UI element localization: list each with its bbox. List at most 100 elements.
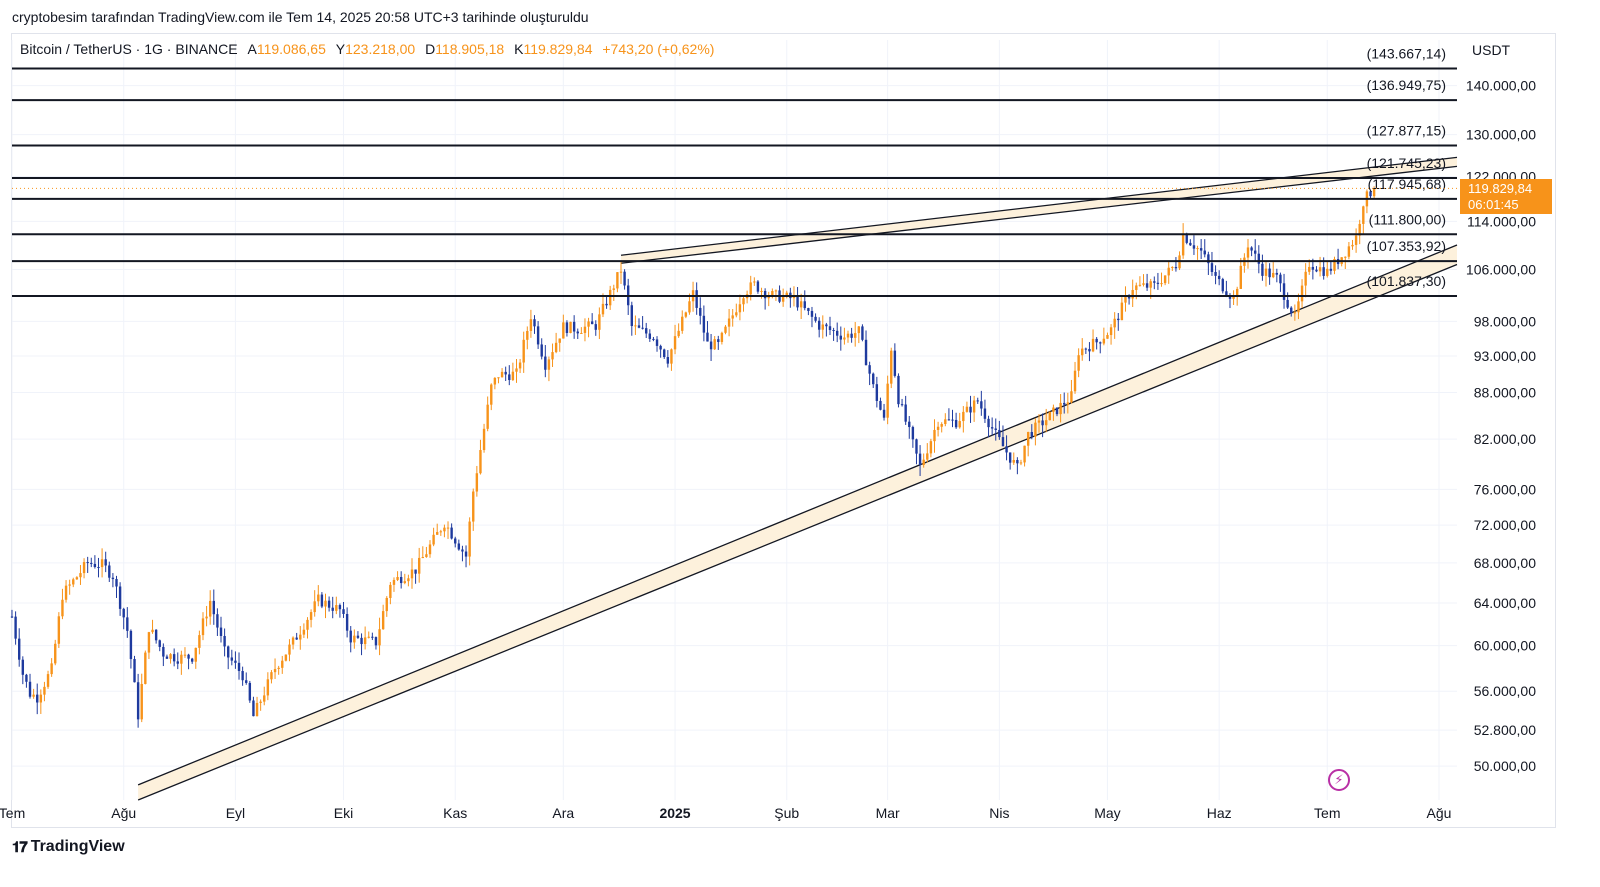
candle-up[interactable] bbox=[1232, 290, 1235, 305]
candle-down[interactable] bbox=[1257, 245, 1261, 274]
candle-up[interactable] bbox=[933, 419, 936, 453]
candle-up[interactable] bbox=[821, 315, 824, 339]
candle-up[interactable] bbox=[302, 623, 306, 638]
candle-up[interactable] bbox=[255, 696, 259, 717]
candle-down[interactable] bbox=[533, 315, 536, 334]
candle-down[interactable] bbox=[227, 645, 230, 670]
candle-up[interactable] bbox=[100, 548, 104, 578]
candle-down[interactable] bbox=[1207, 251, 1210, 275]
candle-down[interactable] bbox=[118, 582, 122, 616]
candle-down[interactable] bbox=[709, 333, 713, 361]
candle-up[interactable] bbox=[720, 331, 724, 345]
candle-down[interactable] bbox=[864, 330, 868, 366]
candle-down[interactable] bbox=[623, 269, 626, 290]
candle-up[interactable] bbox=[1120, 297, 1124, 321]
candle-up[interactable] bbox=[1026, 431, 1030, 457]
candle-down[interactable] bbox=[911, 425, 915, 448]
candle-up[interactable] bbox=[151, 619, 154, 634]
candle-down[interactable] bbox=[97, 557, 100, 578]
candle-up[interactable] bbox=[299, 626, 302, 650]
candle-down[interactable] bbox=[1030, 424, 1033, 440]
candle-down[interactable] bbox=[810, 306, 814, 328]
candle-up[interactable] bbox=[208, 590, 212, 625]
candle-up[interactable] bbox=[554, 332, 558, 354]
candle-up[interactable] bbox=[378, 617, 381, 656]
candle-up[interactable] bbox=[1048, 411, 1052, 421]
candle-up[interactable] bbox=[547, 356, 551, 382]
candle-up[interactable] bbox=[39, 689, 43, 714]
candle-down[interactable] bbox=[190, 657, 194, 664]
candle-down[interactable] bbox=[356, 631, 360, 639]
candle-down[interactable] bbox=[216, 608, 219, 636]
support-channel-upper[interactable] bbox=[137, 244, 1458, 786]
candle-down[interactable] bbox=[28, 673, 32, 699]
candle-up[interactable] bbox=[201, 612, 205, 641]
candle-up[interactable] bbox=[1106, 332, 1109, 339]
candle-down[interactable] bbox=[666, 350, 670, 368]
candle-down[interactable] bbox=[295, 632, 298, 640]
candle-down[interactable] bbox=[450, 523, 453, 540]
candle-down[interactable] bbox=[176, 652, 179, 670]
candle-up[interactable] bbox=[972, 395, 976, 422]
tradingview-footer[interactable]: 𝟏𝟕 TradingView bbox=[12, 838, 125, 856]
candle-up[interactable] bbox=[335, 596, 338, 615]
candle-down[interactable] bbox=[234, 651, 237, 669]
candle-down[interactable] bbox=[875, 376, 879, 408]
candle-down[interactable] bbox=[1008, 452, 1012, 470]
candle-down[interactable] bbox=[1225, 280, 1228, 298]
candle-down[interactable] bbox=[590, 313, 594, 325]
candle-down[interactable] bbox=[457, 539, 461, 551]
candle-down[interactable] bbox=[803, 290, 806, 311]
candle-down[interactable] bbox=[1261, 254, 1264, 281]
candle-down[interactable] bbox=[461, 545, 464, 562]
candle-down[interactable] bbox=[879, 397, 882, 411]
candle-up[interactable] bbox=[1070, 379, 1073, 404]
candle-up[interactable] bbox=[353, 629, 356, 649]
candle-down[interactable] bbox=[237, 652, 241, 680]
candle-down[interactable] bbox=[605, 295, 608, 309]
candle-up[interactable] bbox=[486, 396, 489, 432]
candle-up[interactable] bbox=[522, 331, 525, 373]
candle-down[interactable] bbox=[136, 673, 140, 728]
candle-up[interactable] bbox=[500, 368, 504, 378]
candle-up[interactable] bbox=[1354, 228, 1358, 253]
candle-up[interactable] bbox=[1372, 186, 1376, 199]
candle-up[interactable] bbox=[389, 582, 392, 605]
candle-up[interactable] bbox=[490, 383, 493, 411]
candle-up[interactable] bbox=[767, 291, 770, 307]
candle-up[interactable] bbox=[1081, 338, 1084, 361]
candle-up[interactable] bbox=[1102, 327, 1106, 346]
candle-down[interactable] bbox=[10, 609, 14, 618]
candle-up[interactable] bbox=[926, 443, 929, 463]
candle-down[interactable] bbox=[699, 297, 702, 325]
candle-up[interactable] bbox=[742, 295, 745, 312]
candle-down[interactable] bbox=[360, 633, 363, 656]
candle-up[interactable] bbox=[205, 605, 208, 627]
candle-down[interactable] bbox=[331, 596, 334, 619]
candle-up[interactable] bbox=[587, 317, 590, 338]
candle-down[interactable] bbox=[648, 329, 652, 342]
candle-down[interactable] bbox=[796, 287, 799, 311]
candle-down[interactable] bbox=[1217, 270, 1221, 286]
candle-up[interactable] bbox=[518, 358, 522, 374]
candle-down[interactable] bbox=[990, 417, 994, 436]
candle-up[interactable] bbox=[396, 571, 399, 582]
candle-down[interactable] bbox=[172, 648, 176, 667]
candle-up[interactable] bbox=[619, 261, 623, 284]
candle-down[interactable] bbox=[371, 632, 374, 641]
candle-down[interactable] bbox=[241, 666, 244, 686]
candle-down[interactable] bbox=[825, 322, 828, 337]
candle-up[interactable] bbox=[1167, 260, 1170, 284]
candle-up[interactable] bbox=[886, 375, 889, 425]
candle-up[interactable] bbox=[313, 590, 316, 617]
candle-down[interactable] bbox=[832, 327, 835, 341]
candle-up[interactable] bbox=[281, 655, 284, 674]
candle-down[interactable] bbox=[320, 592, 324, 609]
candle-down[interactable] bbox=[122, 607, 125, 630]
candle-down[interactable] bbox=[900, 398, 904, 407]
candle-down[interactable] bbox=[1084, 347, 1088, 354]
candle-up[interactable] bbox=[616, 272, 619, 293]
candle-down[interactable] bbox=[850, 327, 853, 343]
candle-down[interactable] bbox=[1153, 276, 1156, 290]
candle-down[interactable] bbox=[1088, 342, 1091, 362]
